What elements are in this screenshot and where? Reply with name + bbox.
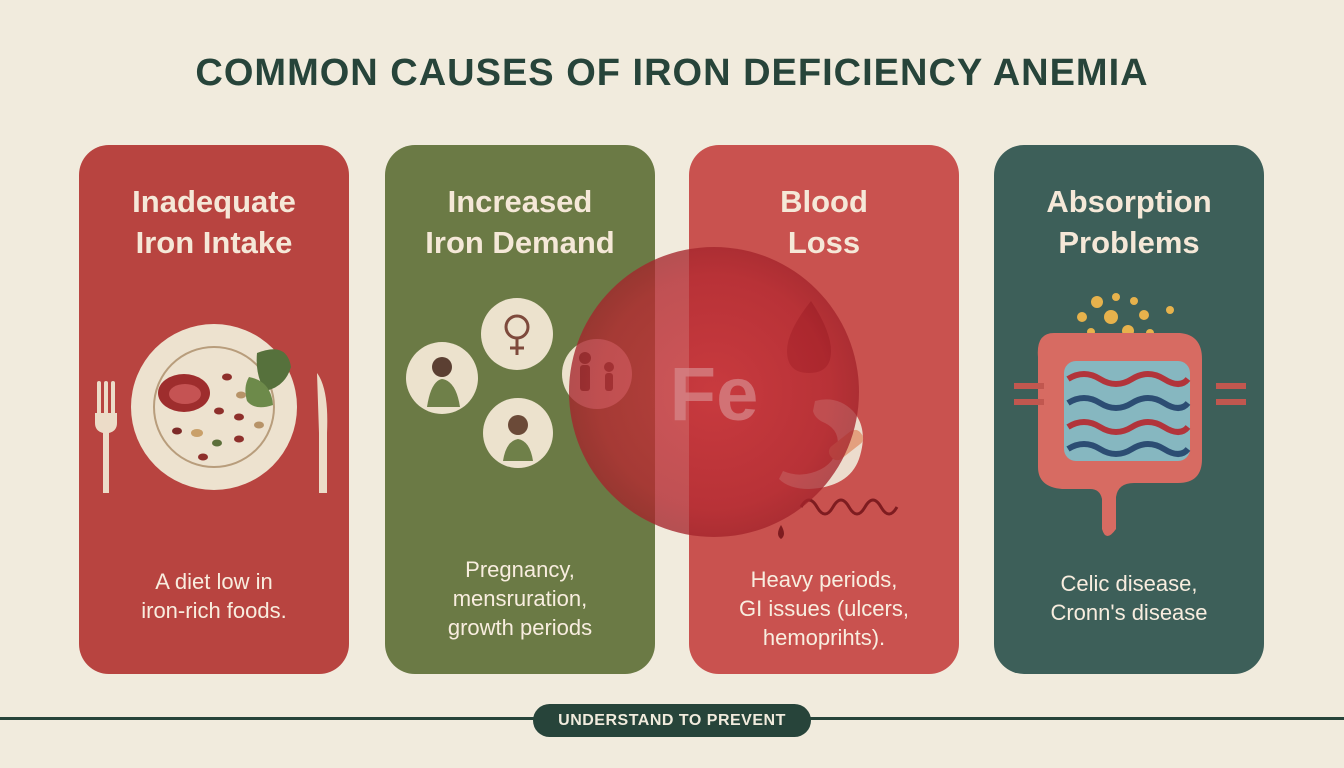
card-title-line: Increased bbox=[447, 184, 593, 219]
card-title-line: Absorption bbox=[1046, 184, 1212, 219]
nutrient-particles-icon bbox=[1077, 293, 1174, 337]
card-description: Heavy periods, GI issues (ulcers, hemopr… bbox=[689, 565, 959, 652]
pregnant-woman-icon bbox=[406, 342, 478, 414]
card-title: Increased Iron Demand bbox=[385, 181, 655, 263]
card-title-line: Inadequate bbox=[132, 184, 296, 219]
page-title: COMMON CAUSES OF IRON DEFICIENCY ANEMIA bbox=[195, 52, 1149, 94]
intestine-icon bbox=[1014, 293, 1246, 536]
card-desc-line: GI issues (ulcers, bbox=[739, 596, 909, 621]
card-increased-iron-demand: Increased Iron Demand Pregnancy, mensrur… bbox=[385, 145, 655, 674]
card-desc-line: Pregnancy, bbox=[465, 557, 575, 582]
card-desc-line: Heavy periods, bbox=[750, 567, 898, 592]
card-desc-line: hemoprihts). bbox=[762, 625, 886, 650]
card-desc-line: A diet low in bbox=[155, 569, 273, 594]
footer-badge: UNDERSTAND TO PREVENT bbox=[533, 704, 811, 737]
card-blood-loss: Blood Loss Heavy periods, GI issues (ulc… bbox=[689, 145, 959, 674]
gender-symbol-icon bbox=[481, 298, 553, 370]
card-desc-line: Cronn's disease bbox=[1050, 600, 1208, 625]
card-title-line: Iron Demand bbox=[425, 225, 615, 260]
card-title: Blood Loss bbox=[689, 181, 959, 263]
card-desc-line: Celic disease, bbox=[1060, 571, 1198, 596]
card-desc-line: iron-rich foods. bbox=[141, 598, 287, 623]
plate-with-food-icon bbox=[95, 324, 328, 493]
fork-icon bbox=[95, 381, 117, 493]
card-description: Pregnancy, mensruration, growth periods bbox=[385, 555, 655, 642]
card-title: Absorption Problems bbox=[994, 181, 1264, 263]
card-title-line: Iron Intake bbox=[135, 225, 293, 260]
card-title-line: Problems bbox=[1058, 225, 1200, 260]
card-desc-line: growth periods bbox=[447, 615, 593, 640]
card-inadequate-iron-intake: Inadequate Iron Intake A diet low in iro… bbox=[79, 145, 349, 674]
blood-drop-icon bbox=[787, 301, 831, 373]
card-description: Celic disease, Cronn's disease bbox=[994, 569, 1264, 627]
card-title-line: Loss bbox=[787, 225, 861, 260]
card-description: A diet low in iron-rich foods. bbox=[79, 567, 349, 625]
child-icon bbox=[483, 398, 553, 468]
card-title-line: Blood bbox=[780, 184, 868, 219]
card-title: Inadequate Iron Intake bbox=[79, 181, 349, 263]
card-absorption-problems: Absorption Problems Celic disease, Cronn… bbox=[994, 145, 1264, 674]
parent-child-icon bbox=[562, 339, 632, 409]
card-desc-line: mensruration, bbox=[452, 586, 588, 611]
knife-icon bbox=[317, 373, 328, 493]
